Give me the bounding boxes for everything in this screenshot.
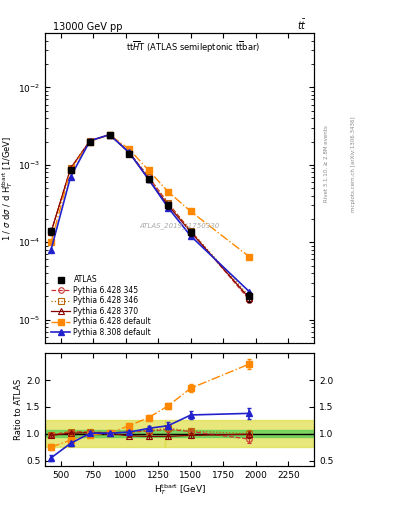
Text: $t\bar{t}$: $t\bar{t}$	[297, 18, 307, 32]
Legend: ATLAS, Pythia 6.428 345, Pythia 6.428 346, Pythia 6.428 370, Pythia 6.428 defaul: ATLAS, Pythia 6.428 345, Pythia 6.428 34…	[49, 273, 154, 339]
Text: ATLAS_2019_I1750330: ATLAS_2019_I1750330	[140, 222, 220, 229]
Y-axis label: Ratio to ATLAS: Ratio to ATLAS	[14, 379, 23, 440]
Text: 13000 GeV pp: 13000 GeV pp	[53, 22, 123, 32]
Text: Rivet 3.1.10, ≥ 2.8M events: Rivet 3.1.10, ≥ 2.8M events	[324, 125, 329, 202]
Text: tt$\overline{H}$T (ATLAS semileptonic t$\overline{\rm t}$bar): tt$\overline{H}$T (ATLAS semileptonic t$…	[126, 39, 261, 55]
Text: mcplots.cern.ch [arXiv:1306.3436]: mcplots.cern.ch [arXiv:1306.3436]	[351, 116, 356, 211]
X-axis label: H$_T^{\mathsf{tbart}}$ [GeV]: H$_T^{\mathsf{tbart}}$ [GeV]	[154, 482, 206, 498]
Y-axis label: 1 / $\sigma$ d$\sigma$ / d H$_T^{\mathsf{tbart}}$ [1/GeV]: 1 / $\sigma$ d$\sigma$ / d H$_T^{\mathsf…	[0, 136, 15, 241]
